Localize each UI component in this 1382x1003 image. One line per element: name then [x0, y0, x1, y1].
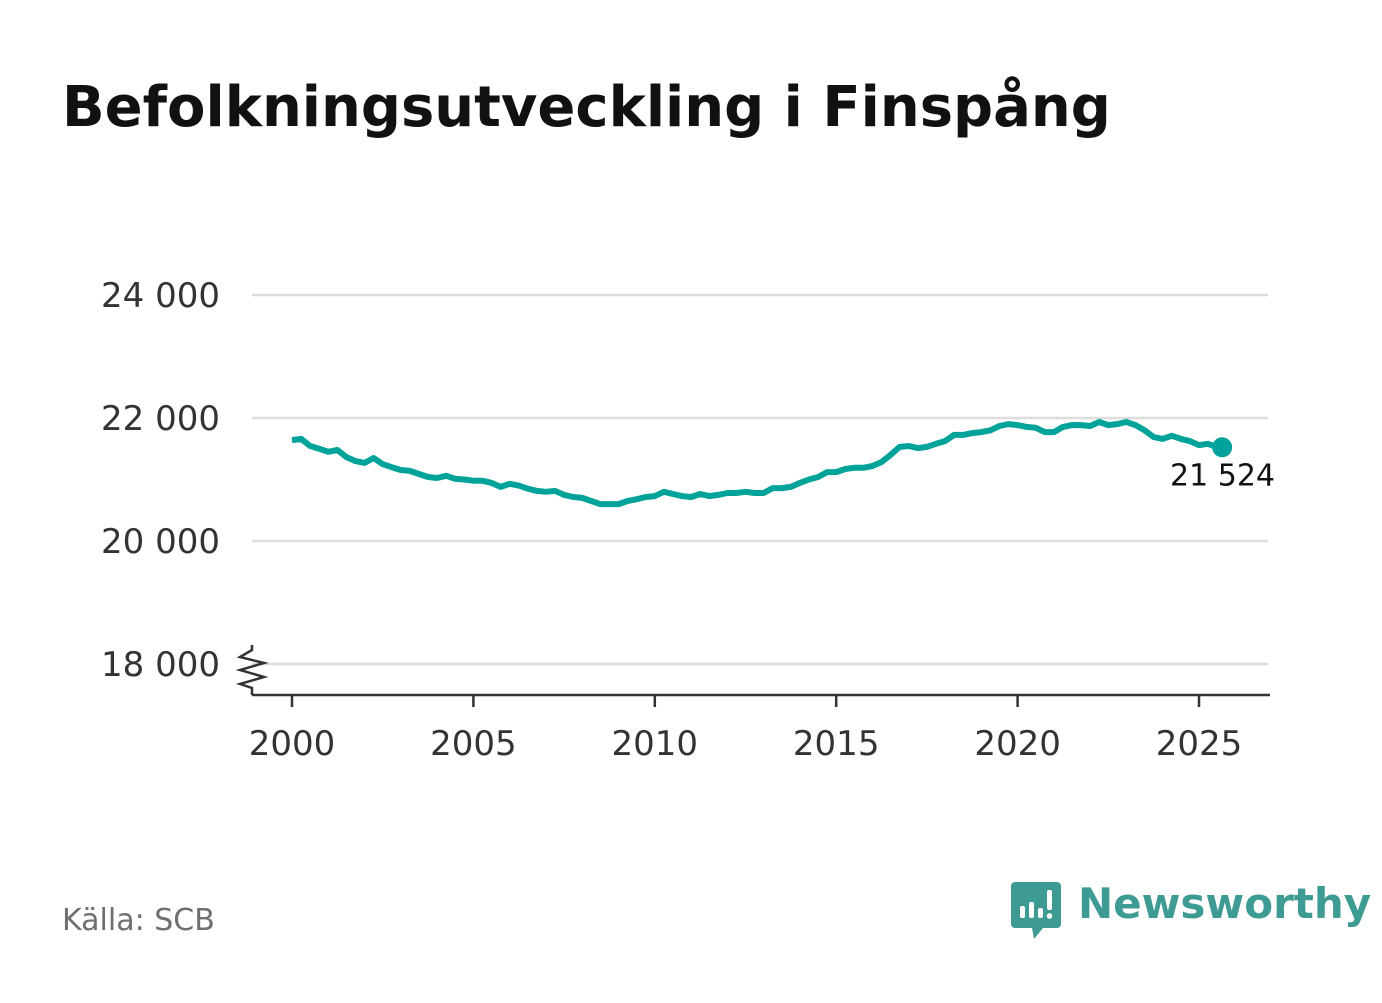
newsworthy-logo-icon: [1011, 882, 1061, 939]
last-value-label: 21 524: [1170, 458, 1275, 493]
last-point-marker: [1212, 437, 1233, 458]
y-tick-label: 20 000: [101, 522, 220, 562]
y-tick-label: 24 000: [101, 276, 220, 316]
y-tick-label: 18 000: [101, 645, 220, 685]
population-line: [291, 419, 1219, 508]
x-tick-label: 2000: [249, 724, 336, 764]
x-tick-label: 2015: [793, 724, 880, 764]
x-tick-label: 2020: [974, 724, 1061, 764]
x-tick-label: 2010: [612, 724, 699, 764]
chart-title: Befolkningsutveckling i Finspång: [62, 75, 1111, 140]
x-tick-label: 2025: [1156, 724, 1243, 764]
source-label: Källa: SCB: [62, 903, 215, 938]
axis-break-icon: [235, 645, 269, 695]
y-tick-label: 22 000: [101, 399, 220, 439]
brand-name: Newsworthy: [1078, 879, 1371, 928]
x-tick-label: 2005: [430, 724, 517, 764]
newsworthy-logo: Newsworthy: [1011, 879, 1371, 939]
